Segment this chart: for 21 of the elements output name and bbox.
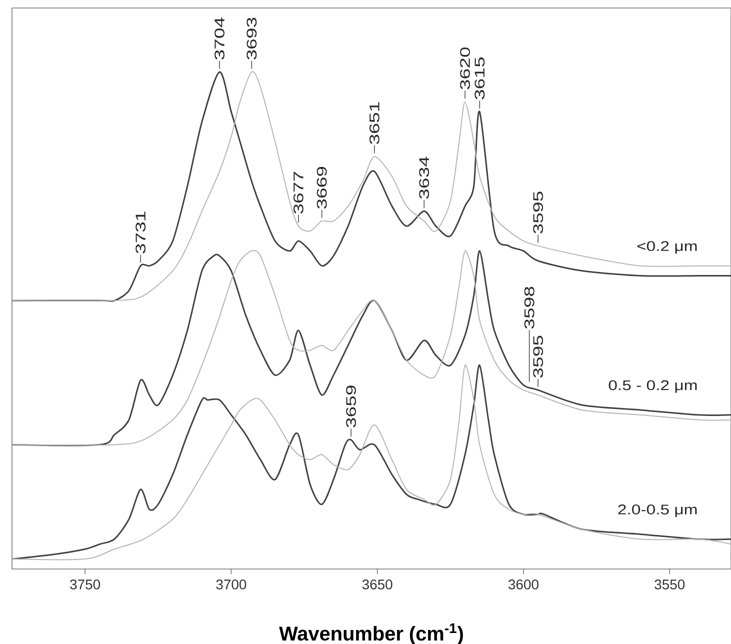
annotation: 3595 (533, 336, 544, 378)
annotation: 3634 (419, 156, 430, 199)
annotation: 3598 (524, 286, 534, 329)
series-label: 2.0-0.5 μm (618, 504, 697, 517)
annotation: 3704 (214, 17, 224, 60)
series-label: 0.5 - 0.2 μm (608, 380, 697, 393)
x-tick-label: 3750 (70, 580, 100, 590)
x-tick-label: 3700 (216, 580, 246, 590)
annotation: 3620 (460, 47, 470, 90)
annotation: 3731 (136, 212, 146, 254)
x-tick-label: 3600 (508, 580, 538, 590)
x-tick-label: 3650 (362, 580, 392, 590)
annotation: 3651 (369, 102, 380, 144)
annotation: 3693 (246, 18, 257, 60)
series-label: <0.2 μm (637, 241, 697, 254)
x-tick-label: 3550 (654, 580, 685, 590)
annotation: 3615 (474, 57, 485, 100)
annotation: 3677 (293, 172, 304, 214)
annotation: 3595 (533, 192, 544, 234)
annotation: 3669 (316, 166, 327, 209)
annotation: 3659 (346, 386, 356, 428)
